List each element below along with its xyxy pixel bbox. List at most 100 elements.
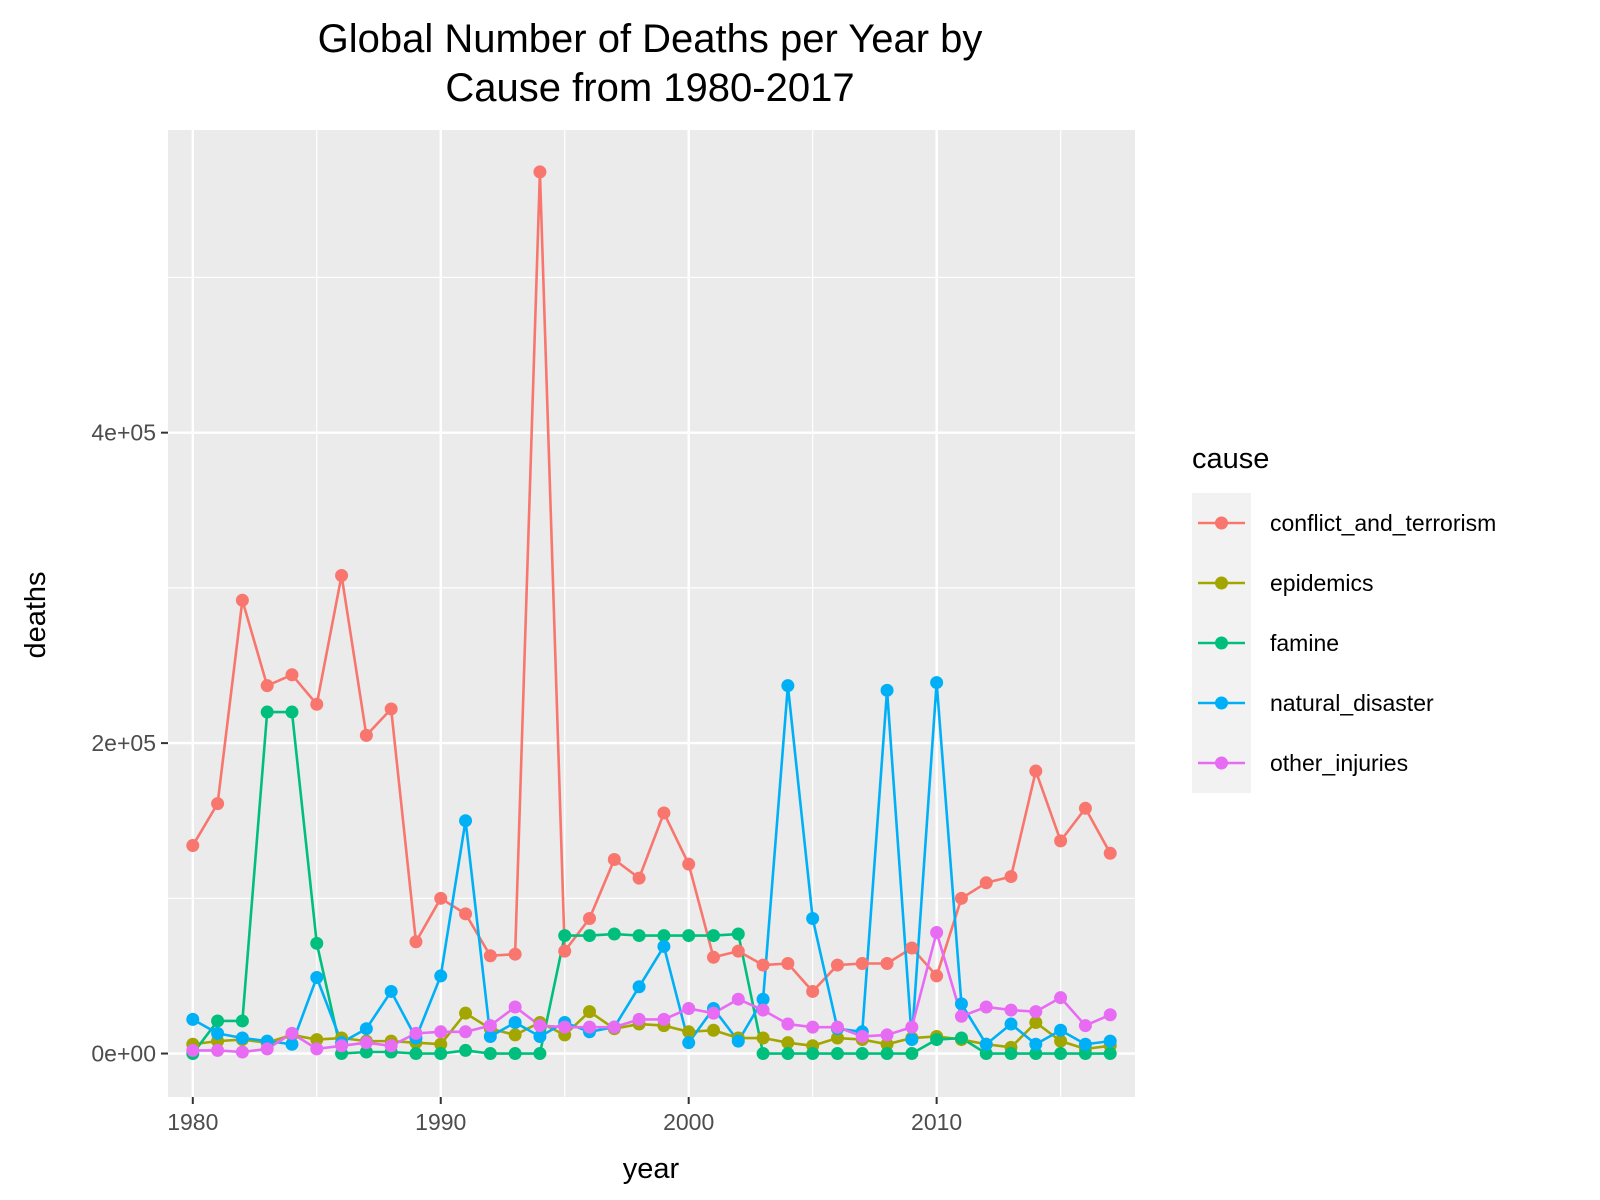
chart-title-line-1: Global Number of Deaths per Year by — [318, 17, 983, 61]
point-famine — [682, 929, 696, 943]
point-epidemics — [310, 1033, 324, 1047]
point-epidemics — [508, 1028, 522, 1042]
legend-label-conflict_and_terrorism: conflict_and_terrorism — [1270, 510, 1496, 536]
point-natural_disaster — [1054, 1023, 1068, 1037]
point-conflict_and_terrorism — [235, 593, 249, 607]
point-epidemics — [880, 1037, 894, 1051]
series-points — [186, 165, 1117, 1061]
point-famine — [979, 1047, 993, 1061]
point-natural_disaster — [434, 969, 448, 983]
point-conflict_and_terrorism — [706, 950, 720, 964]
point-epidemics — [434, 1037, 448, 1051]
point-conflict_and_terrorism — [186, 839, 200, 853]
point-conflict_and_terrorism — [409, 935, 423, 949]
point-other_injuries — [806, 1020, 820, 1034]
point-conflict_and_terrorism — [483, 949, 497, 963]
point-conflict_and_terrorism — [583, 912, 597, 925]
point-natural_disaster — [731, 1034, 745, 1048]
point-natural_disaster — [682, 1036, 696, 1050]
point-natural_disaster — [459, 814, 473, 828]
point-conflict_and_terrorism — [756, 958, 770, 972]
point-other_injuries — [706, 1006, 720, 1020]
legend-label-natural_disaster: natural_disaster — [1270, 690, 1434, 716]
point-conflict_and_terrorism — [508, 947, 522, 961]
point-famine — [533, 1047, 547, 1061]
chart-title-line-2: Cause from 1980-2017 — [445, 66, 854, 110]
point-natural_disaster — [657, 939, 671, 953]
point-other_injuries — [558, 1020, 572, 1034]
point-natural_disaster — [285, 1037, 299, 1051]
point-famine — [409, 1047, 423, 1061]
point-other_injuries — [409, 1026, 423, 1040]
point-other_injuries — [335, 1039, 349, 1053]
point-famine — [954, 1031, 968, 1045]
point-conflict_and_terrorism — [954, 891, 968, 905]
point-conflict_and_terrorism — [533, 165, 547, 179]
point-other_injuries — [880, 1028, 894, 1042]
point-conflict_and_terrorism — [1103, 846, 1117, 860]
point-famine — [459, 1043, 473, 1057]
point-natural_disaster — [632, 980, 646, 994]
point-natural_disaster — [483, 1029, 497, 1043]
point-famine — [930, 1033, 944, 1047]
point-conflict_and_terrorism — [632, 871, 646, 885]
point-other_injuries — [459, 1025, 473, 1039]
point-other_injuries — [533, 1019, 547, 1033]
point-natural_disaster — [186, 1012, 200, 1026]
point-other_injuries — [359, 1036, 373, 1050]
point-conflict_and_terrorism — [855, 957, 869, 971]
point-natural_disaster — [905, 1033, 919, 1047]
point-other_injuries — [657, 1012, 671, 1026]
point-famine — [211, 1014, 225, 1028]
point-other_injuries — [954, 1009, 968, 1023]
point-famine — [657, 929, 671, 943]
point-conflict_and_terrorism — [335, 568, 349, 582]
point-other_injuries — [632, 1012, 646, 1026]
point-natural_disaster — [508, 1016, 522, 1029]
point-famine — [830, 1047, 844, 1061]
point-other_injuries — [930, 925, 944, 939]
y-axis-title: deaths — [20, 571, 52, 658]
x-tick-label: 2000 — [663, 1109, 714, 1135]
point-famine — [483, 1047, 497, 1061]
point-famine — [905, 1047, 919, 1061]
y-tick-label: 4e+05 — [91, 420, 156, 446]
point-conflict_and_terrorism — [310, 697, 324, 711]
point-famine — [260, 705, 274, 719]
point-natural_disaster — [880, 683, 894, 697]
point-other_injuries — [384, 1039, 398, 1053]
point-conflict_and_terrorism — [682, 857, 696, 871]
point-famine — [706, 929, 720, 943]
point-natural_disaster — [781, 679, 795, 693]
point-conflict_and_terrorism — [930, 969, 944, 983]
chart-title: Global Number of Deaths per Year by Caus… — [318, 17, 983, 110]
point-famine — [1029, 1047, 1043, 1061]
point-famine — [583, 929, 597, 943]
point-other_injuries — [1078, 1019, 1092, 1033]
point-other_injuries — [756, 1003, 770, 1017]
point-conflict_and_terrorism — [979, 876, 993, 890]
point-conflict_and_terrorism — [657, 806, 671, 820]
point-other_injuries — [781, 1017, 795, 1031]
point-epidemics — [682, 1025, 696, 1039]
point-other_injuries — [1004, 1003, 1018, 1017]
point-conflict_and_terrorism — [1029, 764, 1043, 778]
point-epidemics — [583, 1005, 597, 1019]
point-other_injuries — [682, 1002, 696, 1016]
x-axis-title: year — [623, 1153, 680, 1185]
legend-entries: conflict_and_terrorism epidemics famine nat… — [1198, 510, 1496, 776]
legend-key-point-other_injuries — [1215, 756, 1228, 770]
point-other_injuries — [731, 992, 745, 1006]
legend-title: cause — [1192, 443, 1269, 475]
point-conflict_and_terrorism — [211, 797, 225, 811]
point-famine — [806, 1047, 820, 1061]
point-other_injuries — [1054, 991, 1068, 1005]
point-other_injuries — [285, 1026, 299, 1040]
point-other_injuries — [186, 1043, 200, 1057]
point-natural_disaster — [359, 1022, 373, 1036]
point-famine — [731, 927, 745, 941]
point-other_injuries — [830, 1020, 844, 1034]
point-other_injuries — [508, 1000, 522, 1014]
point-conflict_and_terrorism — [434, 891, 448, 905]
point-other_injuries — [310, 1042, 324, 1056]
